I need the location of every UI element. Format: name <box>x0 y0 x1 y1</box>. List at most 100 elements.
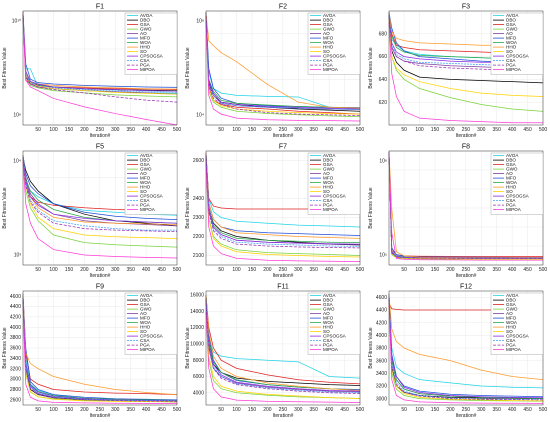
series-line-gwo <box>388 300 544 402</box>
legend-label: DBO <box>323 157 333 162</box>
y-tick-label: 4600 <box>376 295 387 301</box>
x-tick-label: 250 <box>96 127 105 133</box>
x-tick-label: 300 <box>477 267 486 273</box>
x-tick-label: 300 <box>477 407 486 413</box>
series-line-dbo <box>388 16 544 84</box>
series-line-so <box>22 301 178 403</box>
legend-label: AO <box>506 31 513 36</box>
x-axis-label: Iteration# <box>273 413 294 419</box>
legend-box <box>307 152 361 215</box>
legend-label: MFO <box>140 35 151 40</box>
series-line-cpsogsa <box>388 297 544 399</box>
legend-label: MFO <box>140 315 151 320</box>
x-tick-label: 300 <box>294 127 303 133</box>
series-line-csa <box>22 15 178 93</box>
x-axis-label: Iteration# <box>273 133 294 139</box>
x-tick-label: 500 <box>356 267 365 273</box>
y-tick-label: 4600 <box>10 294 21 300</box>
legend-label: GWO <box>506 166 518 171</box>
y-tick-label: 12000 <box>190 325 204 331</box>
y-axis-label: Best Fitness Value <box>2 327 8 369</box>
y-tick-label: 2300 <box>193 215 204 221</box>
legend-box <box>490 152 544 215</box>
x-tick-label: 200 <box>263 407 272 413</box>
legend-label: MFO <box>506 175 517 180</box>
legend-label: WOA <box>323 40 335 45</box>
y-tick-label: 3000 <box>376 396 387 402</box>
legend-label: WOA <box>506 180 518 185</box>
x-axis-label: Iteration# <box>90 413 111 419</box>
chart-svg: 10³ 10⁴ 50 100 150 200 250 300 350 400 450 500 F5 Ite… <box>2 144 181 280</box>
legend-label: PGA <box>140 342 151 347</box>
legend-label: PGA <box>323 342 334 347</box>
y-axis-label: Best Fitness Value <box>2 47 8 89</box>
series-line-csa <box>205 299 361 394</box>
x-tick-label: 100 <box>49 407 58 413</box>
legend-label: CSA <box>140 58 150 63</box>
legend-label: SO <box>506 189 513 194</box>
legend-label: MFO <box>323 315 334 320</box>
y-tick-label: 10⁸ <box>379 159 387 165</box>
chart-title: F9 <box>96 284 104 291</box>
chart-title: F5 <box>96 144 104 151</box>
legend-label: GSA <box>506 22 517 27</box>
x-tick-label: 500 <box>356 127 365 133</box>
x-tick-label: 400 <box>142 127 151 133</box>
legend-label: WOA <box>140 40 152 45</box>
x-tick-label: 350 <box>127 267 136 273</box>
x-tick-label: 500 <box>539 127 548 133</box>
legend-label: PGA <box>140 202 151 207</box>
x-tick-label: 500 <box>173 127 182 133</box>
x-tick-label: 200 <box>80 267 89 273</box>
legend-label: MIPOA <box>323 207 339 212</box>
x-tick-label: 150 <box>248 267 257 273</box>
legend-label: AVOA <box>506 13 519 18</box>
series-line-pga <box>22 14 178 103</box>
x-tick-label: 400 <box>508 267 517 273</box>
y-tick-label: 660 <box>379 54 388 60</box>
legend-label: SO <box>506 49 513 54</box>
legend-label: CSA <box>140 198 150 203</box>
series-line-mipoa <box>205 22 361 122</box>
x-tick-label: 250 <box>279 407 288 413</box>
chart-svg: 2600 2800 3000 3200 3400 3600 3800 4000 4200 4400… <box>2 284 182 420</box>
legend-label: SO <box>323 189 330 194</box>
legend-label: PGA <box>506 202 517 207</box>
chart-panel-f2: 10⁴ 10⁸ 50 100 150 200 250 300 350 400 450 500 F2 Ite… <box>184 2 367 142</box>
y-tick-label: 4000 <box>193 390 204 396</box>
x-tick-label: 100 <box>415 267 424 273</box>
x-tick-label: 100 <box>232 407 241 413</box>
y-tick-label: 3000 <box>10 377 21 383</box>
x-tick-label: 400 <box>508 407 517 413</box>
y-tick-label: 4400 <box>376 308 387 314</box>
x-tick-label: 50 <box>218 127 224 133</box>
x-tick-label: 350 <box>310 127 319 133</box>
y-tick-label: 620 <box>379 100 388 106</box>
x-tick-label: 350 <box>493 407 502 413</box>
chart-panel-f3: 620 640 660 680 50 100 150 200 250 300 350 400 450 50… <box>367 2 550 142</box>
x-tick-label: 300 <box>294 407 303 413</box>
x-tick-label: 300 <box>294 267 303 273</box>
x-tick-label: 500 <box>173 407 182 413</box>
x-tick-label: 100 <box>49 267 58 273</box>
legend-label: PGA <box>140 62 151 67</box>
legend-box <box>124 292 178 355</box>
x-tick-label: 200 <box>446 127 455 133</box>
legend-label: AO <box>323 31 330 36</box>
y-tick-label: 2800 <box>10 387 21 393</box>
series-line-gsa <box>205 17 361 115</box>
series-line-so <box>205 303 361 399</box>
legend-label: WOA <box>506 40 518 45</box>
legend-label: WOA <box>140 320 152 325</box>
chart-title: F12 <box>460 284 472 291</box>
legend-label: AVOA <box>323 153 336 158</box>
x-tick-label: 50 <box>218 267 224 273</box>
x-tick-label: 350 <box>310 407 319 413</box>
legend-box <box>124 152 178 215</box>
x-tick-label: 450 <box>340 267 349 273</box>
x-tick-label: 100 <box>49 127 58 133</box>
series-line-pga <box>205 158 361 249</box>
x-tick-label: 50 <box>401 407 407 413</box>
chart-svg: 3000 3200 3400 3600 3800 4000 4200 4400 4600 50 10… <box>368 284 547 420</box>
legend-label: CPSOGSA <box>323 53 347 58</box>
